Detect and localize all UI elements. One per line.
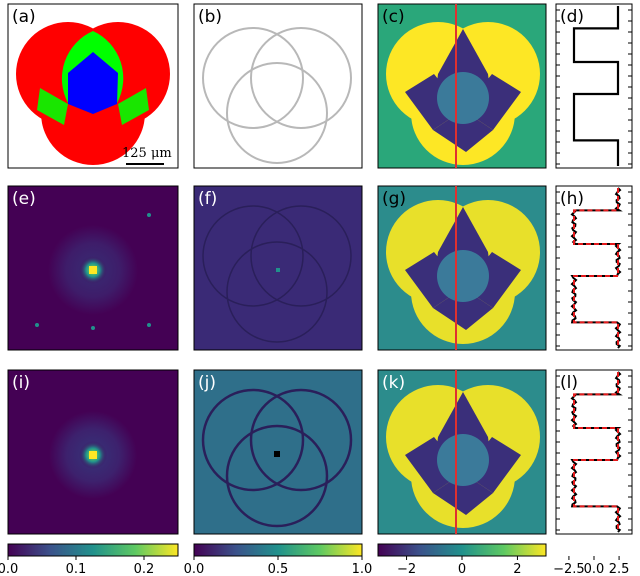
colorbar-tick-label: 0.0 <box>0 562 18 576</box>
scale-bar-label: 125 μm <box>122 146 172 161</box>
panel-label: (k) <box>382 373 405 393</box>
colorbar-tick-label: 0.5 <box>268 562 289 576</box>
colorbar-tick-label: 0 <box>458 562 466 576</box>
panel-label: (h) <box>560 189 584 209</box>
colorbar-tick-label: 0.0 <box>584 562 605 576</box>
colorbar-tick-label: 0.1 <box>66 562 87 576</box>
panel-labels: (a) (b) (c) (d) (e) (f) (g) (h) (i) (j) (k) (l) <box>12 7 584 393</box>
panel-f <box>193 185 363 351</box>
intensity-colorbar-1 <box>7 543 179 557</box>
profile-ticks <box>556 9 632 165</box>
panel-i <box>7 369 179 535</box>
panel-label: (f) <box>198 189 217 209</box>
panel-label: (a) <box>12 7 36 27</box>
panel-h <box>555 185 633 351</box>
profile-ticks <box>556 375 632 531</box>
panel-label: (d) <box>560 7 584 27</box>
panel-label: (b) <box>198 7 222 27</box>
panel-label: (c) <box>382 7 405 27</box>
colorbar-tick-label: −2.5 <box>553 562 585 576</box>
fit-line <box>573 372 619 532</box>
colorbar-tick-label: 2 <box>513 562 521 576</box>
colorbar-tick-label: 2.5 <box>609 562 630 576</box>
panel-label: (j) <box>198 373 216 393</box>
panel-label: (i) <box>12 373 30 393</box>
panel-b <box>193 3 363 169</box>
panel-label: (e) <box>12 189 36 209</box>
profile-line <box>572 6 620 166</box>
panel-label: (l) <box>560 373 578 393</box>
panel-k <box>377 369 547 535</box>
colorbar-tick-label: 0.2 <box>134 562 155 576</box>
profile-ticks <box>556 191 632 347</box>
intensity-colorbar-2 <box>193 543 363 557</box>
panel-label: (g) <box>382 189 406 209</box>
panel-e <box>7 185 179 351</box>
colorbar-tick-label: 1.0 <box>352 562 373 576</box>
phase-colorbar <box>377 543 547 557</box>
panel-l <box>555 369 633 535</box>
panel-c <box>377 3 547 169</box>
colorbar-tick-label: −2 <box>397 562 416 576</box>
panel-d <box>555 3 633 169</box>
fit-line <box>573 188 619 348</box>
panel-g <box>377 185 547 351</box>
panel-j <box>193 369 363 535</box>
colorbar-row: 0.0 0.1 0.2 0.0 0.5 1.0 −2 0 2 −2.50.0 2.5 <box>0 543 630 576</box>
colorbar-tick-label: 0.0 <box>184 562 205 576</box>
panel-a: 125 μm <box>7 3 179 169</box>
